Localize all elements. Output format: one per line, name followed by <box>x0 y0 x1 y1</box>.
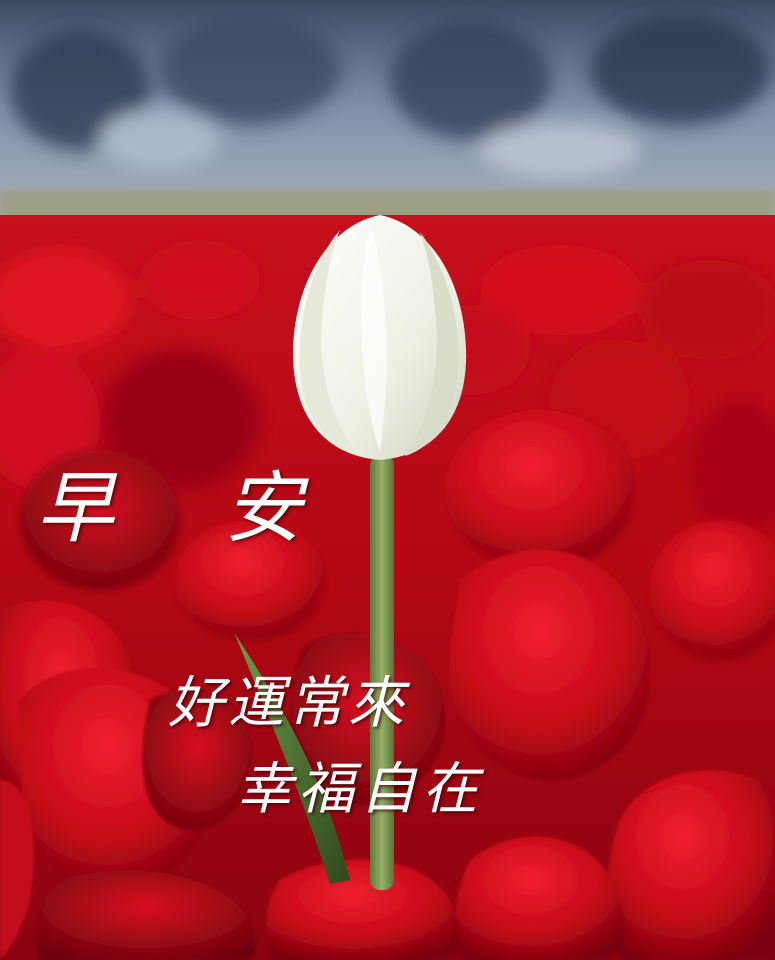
tulip-stem <box>370 455 394 890</box>
blessing-line-2: 幸福自在 <box>236 757 484 822</box>
white-tulip-icon <box>292 215 467 460</box>
blessing-line-1: 好運常來 <box>168 671 408 736</box>
morning-greeting: 早安 <box>36 464 413 554</box>
